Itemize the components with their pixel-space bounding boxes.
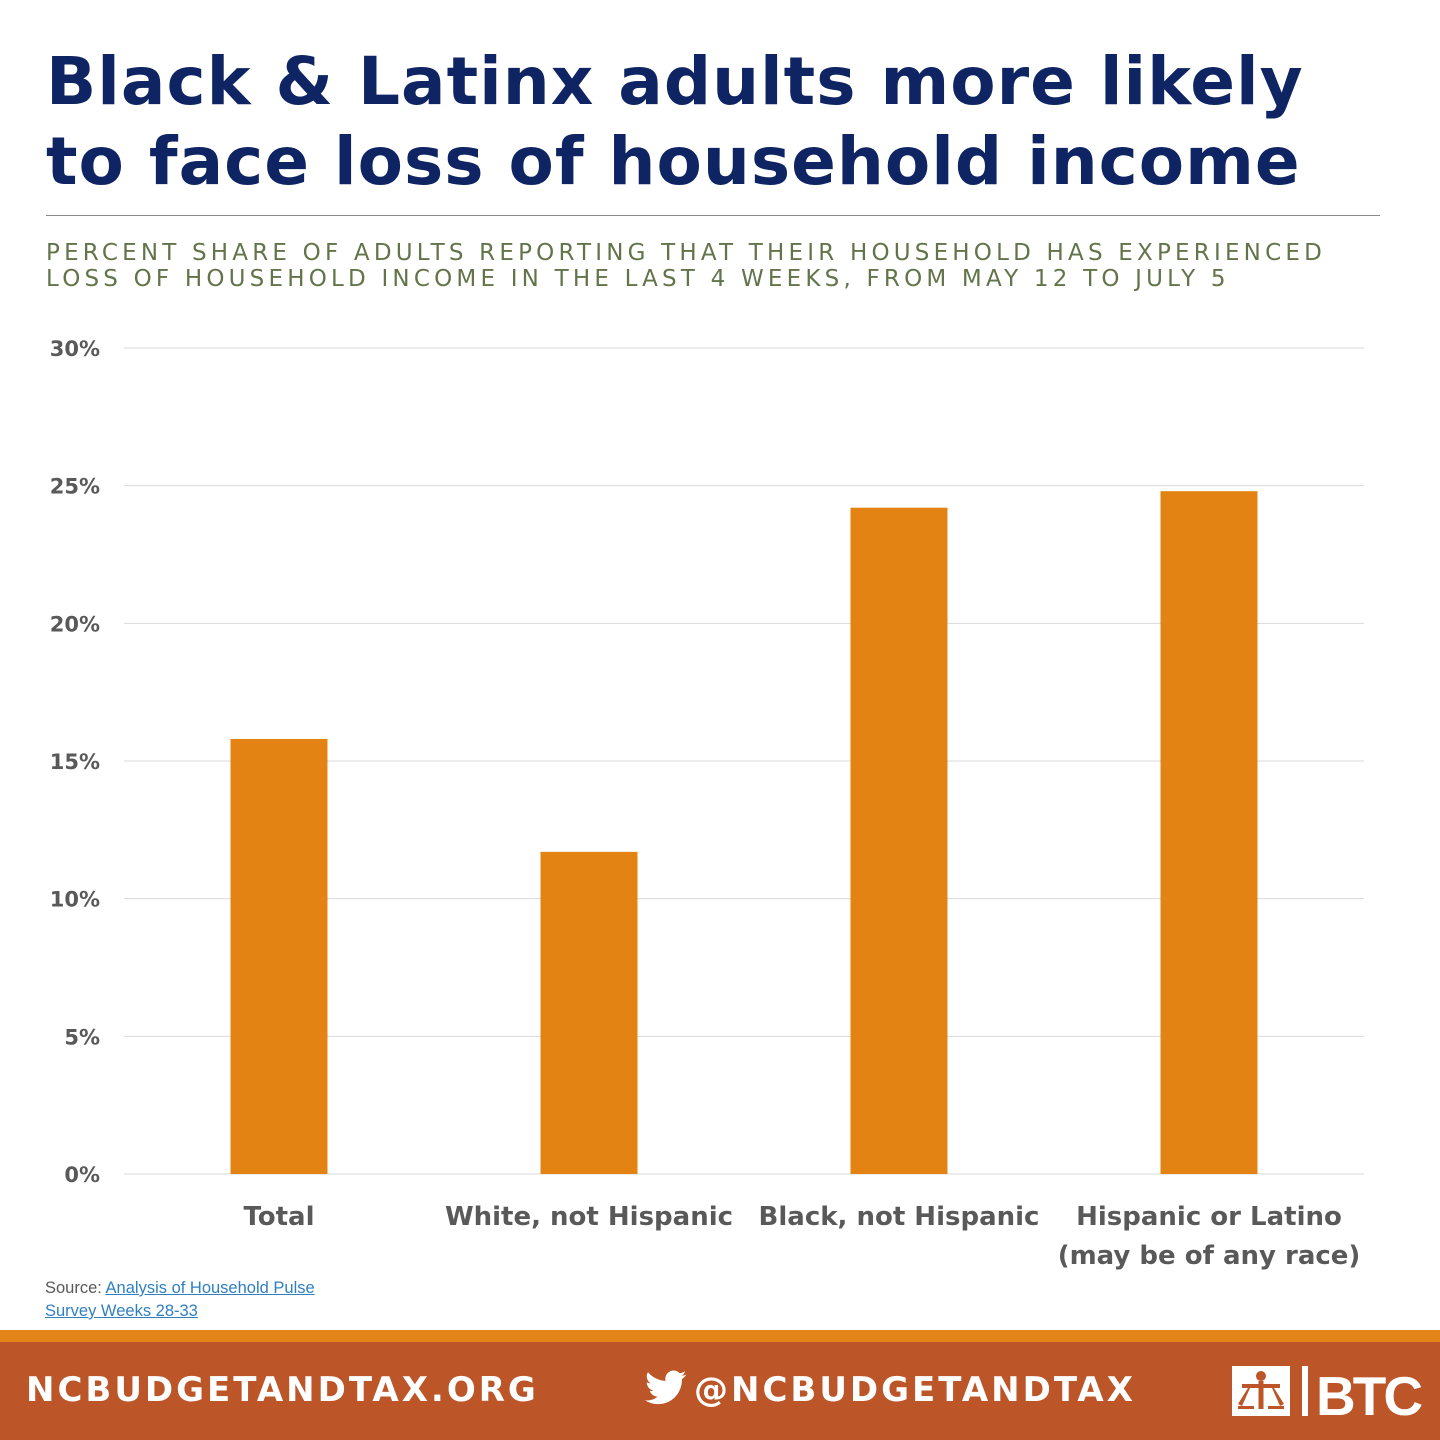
bar-chart: 0% 5% 10% 15% 20% 25% 30% Total White, not Hisp… bbox=[50, 337, 1364, 1271]
source-prefix: Source: bbox=[45, 1279, 106, 1297]
y-tick-label: 15% bbox=[50, 750, 100, 774]
bars bbox=[230, 491, 1258, 1174]
bar-0 bbox=[230, 738, 328, 1174]
btc-logo-icon: BTC bbox=[1232, 1365, 1422, 1422]
source-note: Source: Analysis of Household Pulse Surv… bbox=[45, 1277, 345, 1323]
logo-text: BTC bbox=[1316, 1365, 1422, 1422]
footer-stripe bbox=[0, 1330, 1440, 1342]
x-tick-label: Black, not Hispanic bbox=[759, 1202, 1040, 1232]
y-tick-label: 25% bbox=[50, 475, 100, 499]
x-axis-labels: Total White, not Hispanic Black, not Hispa… bbox=[243, 1202, 1360, 1271]
website-link[interactable]: NCBUDGETANDTAX.ORG bbox=[26, 1370, 539, 1410]
x-tick-label: (may be of any race) bbox=[1058, 1241, 1361, 1271]
y-tick-label: 5% bbox=[64, 1025, 100, 1049]
y-axis-ticks: 0% 5% 10% 15% 20% 25% 30% bbox=[50, 337, 100, 1187]
chart-subtitle: PERCENT SHARE OF ADULTS REPORTING THAT T… bbox=[46, 240, 1326, 292]
y-tick-label: 20% bbox=[50, 612, 100, 636]
x-tick-label: Hispanic or Latino bbox=[1076, 1202, 1342, 1232]
gridlines bbox=[124, 347, 1364, 1175]
title-divider bbox=[46, 215, 1380, 216]
bar-2 bbox=[850, 507, 948, 1174]
chart-title: Black & Latinx adults more likely to fac… bbox=[46, 43, 1304, 200]
y-tick-label: 30% bbox=[50, 337, 100, 361]
twitter-handle[interactable]: @NCBUDGETANDTAX bbox=[694, 1370, 1136, 1410]
y-tick-label: 0% bbox=[64, 1163, 100, 1187]
source-link[interactable]: Analysis of Household Pulse Survey Weeks… bbox=[45, 1279, 315, 1320]
x-tick-label: Total bbox=[243, 1202, 314, 1232]
x-tick-label: White, not Hispanic bbox=[445, 1202, 733, 1232]
bar-3 bbox=[1160, 491, 1258, 1174]
footer-bar: NCBUDGETANDTAX.ORG @NCBUDGETANDTAX BTC bbox=[0, 1342, 1440, 1440]
twitter-icon bbox=[645, 1370, 687, 1405]
bar-1 bbox=[540, 851, 638, 1174]
y-tick-label: 10% bbox=[50, 888, 100, 912]
